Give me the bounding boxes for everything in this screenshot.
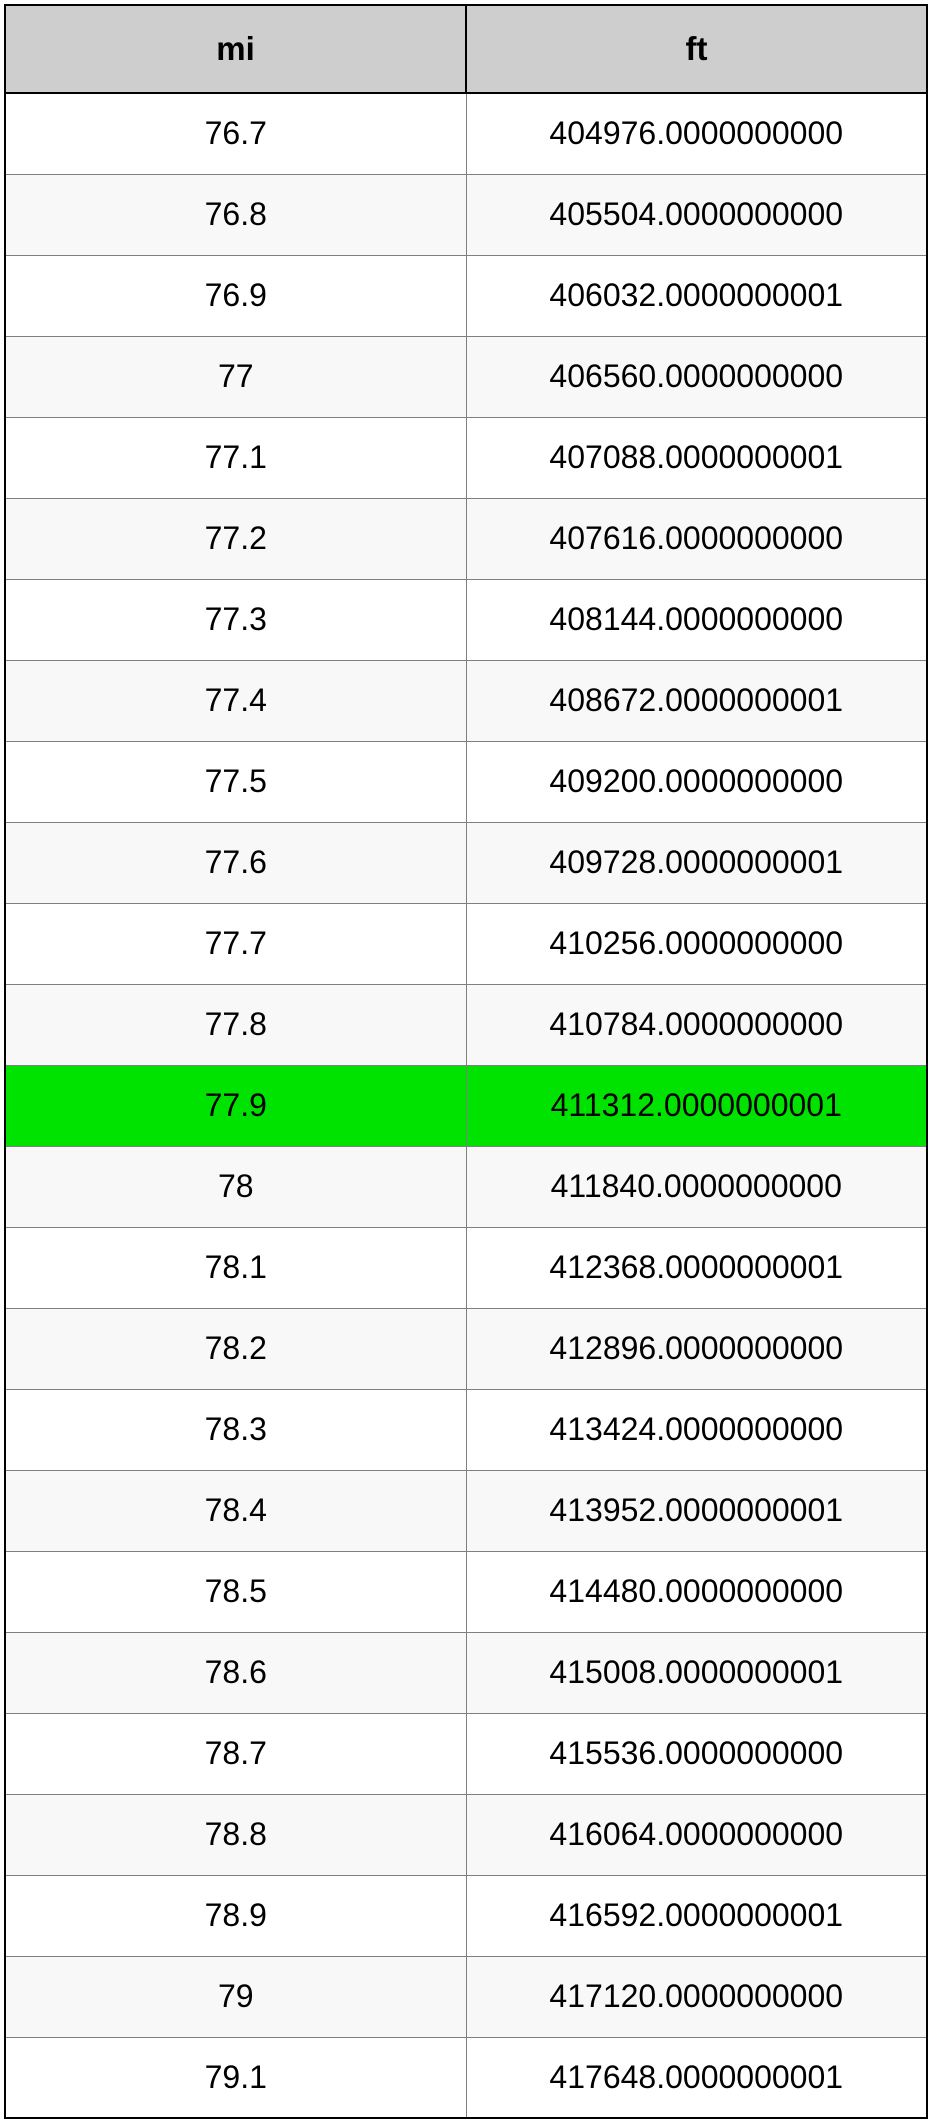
cell-mi: 79 [5, 1956, 466, 2037]
cell-ft: 416592.0000000001 [466, 1875, 927, 1956]
cell-ft: 406032.0000000001 [466, 255, 927, 336]
cell-mi: 77.3 [5, 579, 466, 660]
table-row: 77406560.0000000000 [5, 336, 927, 417]
table-row: 78.7415536.0000000000 [5, 1713, 927, 1794]
table-row: 78.5414480.0000000000 [5, 1551, 927, 1632]
cell-mi: 78.6 [5, 1632, 466, 1713]
cell-ft: 409200.0000000000 [466, 741, 927, 822]
table-row: 76.9406032.0000000001 [5, 255, 927, 336]
cell-mi: 77.2 [5, 498, 466, 579]
cell-ft: 405504.0000000000 [466, 174, 927, 255]
conversion-table: mi ft 76.7404976.000000000076.8405504.00… [4, 4, 928, 2119]
header-row: mi ft [5, 5, 927, 93]
column-header-ft: ft [466, 5, 927, 93]
table-body: 76.7404976.000000000076.8405504.00000000… [5, 93, 927, 2118]
cell-mi: 77 [5, 336, 466, 417]
cell-ft: 415536.0000000000 [466, 1713, 927, 1794]
cell-mi: 77.6 [5, 822, 466, 903]
cell-ft: 417120.0000000000 [466, 1956, 927, 2037]
table-row: 78.8416064.0000000000 [5, 1794, 927, 1875]
cell-mi: 77.5 [5, 741, 466, 822]
table-row: 77.7410256.0000000000 [5, 903, 927, 984]
cell-mi: 76.8 [5, 174, 466, 255]
table-row: 78.3413424.0000000000 [5, 1389, 927, 1470]
cell-ft: 409728.0000000001 [466, 822, 927, 903]
cell-ft: 412368.0000000001 [466, 1227, 927, 1308]
cell-ft: 411312.0000000001 [466, 1065, 927, 1146]
table-row: 76.8405504.0000000000 [5, 174, 927, 255]
table-row: 79417120.0000000000 [5, 1956, 927, 2037]
cell-mi: 77.7 [5, 903, 466, 984]
table-row: 78.9416592.0000000001 [5, 1875, 927, 1956]
cell-mi: 78.4 [5, 1470, 466, 1551]
cell-mi: 78.7 [5, 1713, 466, 1794]
cell-ft: 411840.0000000000 [466, 1146, 927, 1227]
cell-mi: 77.4 [5, 660, 466, 741]
cell-mi: 78.8 [5, 1794, 466, 1875]
cell-mi: 78.1 [5, 1227, 466, 1308]
table-row: 77.5409200.0000000000 [5, 741, 927, 822]
cell-mi: 76.9 [5, 255, 466, 336]
table-row: 78.4413952.0000000001 [5, 1470, 927, 1551]
cell-ft: 407616.0000000000 [466, 498, 927, 579]
cell-ft: 408672.0000000001 [466, 660, 927, 741]
cell-mi: 77.9 [5, 1065, 466, 1146]
table-row: 77.9411312.0000000001 [5, 1065, 927, 1146]
cell-mi: 78.5 [5, 1551, 466, 1632]
cell-ft: 415008.0000000001 [466, 1632, 927, 1713]
table-row: 76.7404976.0000000000 [5, 93, 927, 174]
cell-ft: 414480.0000000000 [466, 1551, 927, 1632]
cell-mi: 79.1 [5, 2037, 466, 2118]
cell-mi: 77.8 [5, 984, 466, 1065]
cell-ft: 410784.0000000000 [466, 984, 927, 1065]
table-row: 79.1417648.0000000001 [5, 2037, 927, 2118]
table-row: 77.3408144.0000000000 [5, 579, 927, 660]
cell-ft: 410256.0000000000 [466, 903, 927, 984]
table-row: 78411840.0000000000 [5, 1146, 927, 1227]
cell-mi: 78 [5, 1146, 466, 1227]
column-header-mi: mi [5, 5, 466, 93]
table-row: 78.1412368.0000000001 [5, 1227, 927, 1308]
cell-ft: 404976.0000000000 [466, 93, 927, 174]
cell-mi: 78.3 [5, 1389, 466, 1470]
table-row: 78.2412896.0000000000 [5, 1308, 927, 1389]
cell-ft: 413424.0000000000 [466, 1389, 927, 1470]
cell-ft: 408144.0000000000 [466, 579, 927, 660]
cell-ft: 413952.0000000001 [466, 1470, 927, 1551]
cell-ft: 412896.0000000000 [466, 1308, 927, 1389]
cell-ft: 417648.0000000001 [466, 2037, 927, 2118]
cell-mi: 78.2 [5, 1308, 466, 1389]
cell-mi: 77.1 [5, 417, 466, 498]
cell-ft: 406560.0000000000 [466, 336, 927, 417]
cell-mi: 78.9 [5, 1875, 466, 1956]
table-row: 77.8410784.0000000000 [5, 984, 927, 1065]
table-row: 77.1407088.0000000001 [5, 417, 927, 498]
table-row: 77.2407616.0000000000 [5, 498, 927, 579]
cell-mi: 76.7 [5, 93, 466, 174]
table-row: 77.4408672.0000000001 [5, 660, 927, 741]
cell-ft: 407088.0000000001 [466, 417, 927, 498]
table-row: 77.6409728.0000000001 [5, 822, 927, 903]
table-row: 78.6415008.0000000001 [5, 1632, 927, 1713]
table-header: mi ft [5, 5, 927, 93]
cell-ft: 416064.0000000000 [466, 1794, 927, 1875]
